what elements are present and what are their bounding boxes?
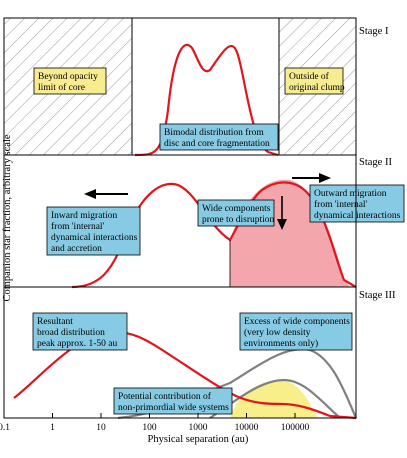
stage-2-panel: Inward migration from 'internal' dynamic… [46,157,405,289]
annotation-bimodal: Bimodal distribution from disc and core f… [159,123,279,151]
stage-3-panel: Resultant broad distribution peak approx… [13,290,396,420]
stage-1-bimodal-curve [134,43,279,157]
svg-text:Outward migration from: Outward migration from 'internal' dynami… [314,189,401,221]
svg-text:Excess of wide components: Excess of wide components (very low dens… [244,316,352,349]
annotation-outward-migration: Outward migration from 'internal' dynami… [309,184,405,223]
x-tick-label-2: 10 [96,423,106,433]
outward-arrow [292,173,331,183]
annotation-inward-migration: Inward migration from 'internal' dynamic… [46,206,141,256]
annotation-outside-clump: Outside of original clump [284,67,345,95]
x-tick-label-0: 0.1 [0,423,10,433]
stage-1-panel: Beyond opacity limit of core Outside of or… [4,18,389,157]
x-tick-label-6: 100000 [281,423,310,433]
annotation-excess-wide: Excess of wide components (very low dens… [239,312,353,351]
annotation-broad-distribution: Resultant broad distribution peak approx… [32,312,128,351]
x-axis-ticks: 0.1 1 10 100 1000 10000 100000 [0,413,310,433]
x-tick-label-1: 1 [50,423,55,433]
disruption-arrow [277,196,287,230]
annotation-wide-components: Wide components prone to disruption [197,199,275,227]
y-axis-label: Companion star fraction, arbitrary scale [2,134,13,301]
stage-1-label: Stage I [359,26,389,37]
svg-text:Inward migration from: Inward migration from 'internal' dynamic… [51,211,140,254]
stage-2-label: Stage II [359,157,392,168]
x-tick-label-3: 100 [142,423,157,433]
x-tick-label-5: 10000 [235,423,259,433]
stage-3-label: Stage III [359,290,396,301]
x-tick-label-4: 1000 [189,423,208,433]
svg-text:Resultant broad distri: Resultant broad distribution peak approx… [37,317,117,349]
stage-3-frame [3,286,357,419]
inward-arrow [84,189,128,199]
annotation-opacity-limit: Beyond opacity limit of core [33,67,107,95]
annotation-non-primordial: Potential contribution of non-primordial … [113,387,233,415]
x-axis-label: Physical separation (au) [148,434,249,445]
